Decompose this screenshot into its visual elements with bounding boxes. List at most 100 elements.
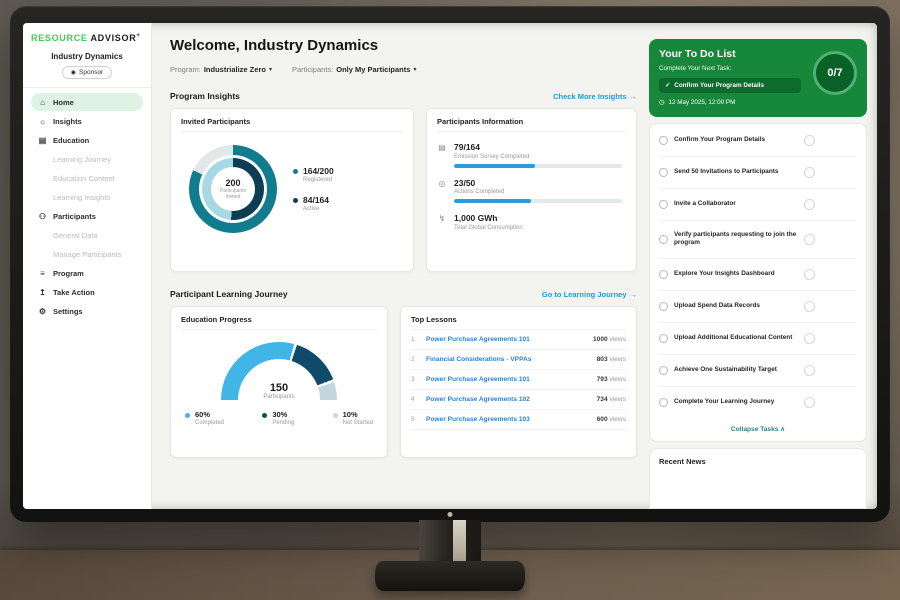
task-checkbox[interactable] xyxy=(659,269,668,279)
sidebar-item[interactable]: Education Content xyxy=(31,169,143,187)
legend-value: 164/200 xyxy=(303,166,334,176)
sidebar-item[interactable]: ▤ Education xyxy=(31,131,143,149)
section-title: Program Insights xyxy=(170,91,240,101)
due-date: 12 May 2025, 12:00 PM xyxy=(668,99,736,106)
chevron-right-icon[interactable] xyxy=(804,300,815,312)
lesson-link[interactable]: Power Purchase Agreements 101 xyxy=(426,336,530,343)
legend-item: 30% Pending xyxy=(262,410,294,426)
sidebar-item[interactable]: ⚇ Participants xyxy=(31,207,143,225)
legend-dot xyxy=(332,412,338,418)
sidebar-item-label: Learning Insights xyxy=(53,192,111,202)
collapse-tasks-button[interactable]: Collapse Tasks ∧ xyxy=(730,425,786,433)
donut-center-label: Participants Invited xyxy=(219,187,247,200)
sidebar-item[interactable]: Learning Journey xyxy=(31,150,143,168)
chevron-right-icon[interactable] xyxy=(804,135,815,146)
chevron-right-icon[interactable] xyxy=(804,167,815,178)
go-to-learning-journey-link[interactable]: Go to Learning Journey → xyxy=(541,289,637,299)
sidebar-item-icon: ▤ xyxy=(38,135,47,145)
lesson-link[interactable]: Power Purchase Agreements 101 xyxy=(426,376,530,383)
todo-subtitle: Complete Your Next Task: xyxy=(659,65,732,72)
filter-dropdown[interactable]: Program: Industrialize Zero ▾ xyxy=(170,65,272,74)
sidebar-item[interactable]: ⌂ Home xyxy=(31,93,143,111)
task-label: Achieve One Sustainability Target xyxy=(674,365,777,373)
education-legend: 60% Completed 30% Pending xyxy=(181,410,377,426)
program-insights-header: Program Insights Check More Insights → xyxy=(170,91,637,101)
learning-cards-row: Education Progress 150 Participants xyxy=(170,306,637,458)
task-checkbox[interactable] xyxy=(659,200,668,209)
recent-news-card: Recent News xyxy=(649,447,867,509)
chevron-right-icon[interactable] xyxy=(804,332,815,344)
info-row: ↯ 1,000 GWh Total Global Consumption xyxy=(437,213,626,231)
legend-dot xyxy=(262,412,268,418)
lesson-link[interactable]: Power Purchase Agreements 103 xyxy=(426,416,530,423)
lessons-list: 1 Power Purchase Agreements 101 1000 vie… xyxy=(411,330,626,430)
app-logo: RESOURCE ADVISOR+ xyxy=(31,33,143,43)
sidebar-item-icon: ⌂ xyxy=(40,97,45,107)
task-checkbox[interactable] xyxy=(659,168,668,177)
chevron-right-icon[interactable] xyxy=(804,233,815,245)
legend-label: Not Started xyxy=(342,420,373,426)
chevron-right-icon[interactable] xyxy=(804,199,815,210)
invited-participants-card: Invited Participants 200 Participants In… xyxy=(170,108,414,272)
progress-bar xyxy=(454,163,622,168)
legend-dot xyxy=(185,412,190,418)
lesson-link[interactable]: Financial Considerations - VPPAs xyxy=(426,356,532,363)
task-checkbox[interactable] xyxy=(659,301,668,311)
top-lessons-card: Top Lessons 1 Power Purchase Agreements … xyxy=(400,306,637,458)
sidebar-item[interactable]: ≡ Program xyxy=(31,264,143,282)
sidebar-item[interactable]: Manage Participants xyxy=(31,245,143,263)
invited-legend: 164/200 Registered 84/164 xyxy=(293,166,334,212)
todo-title: Your To Do List xyxy=(659,48,736,60)
sidebar-item-label: Home xyxy=(53,97,74,107)
task-checkbox[interactable] xyxy=(659,136,668,145)
task-row[interactable]: Explore Your Insights Dashboard xyxy=(659,259,857,291)
progress-bar-fill xyxy=(454,199,532,203)
task-checkbox[interactable] xyxy=(659,234,668,244)
arrow-right-icon: → xyxy=(629,91,638,101)
sidebar-item[interactable]: General Data xyxy=(31,226,143,244)
lesson-link[interactable]: Power Purchase Agreements 102 xyxy=(426,396,530,403)
todo-task-list-card: Confirm Your Program Details Send 50 Inv… xyxy=(649,123,867,442)
task-row[interactable]: Confirm Your Program Details xyxy=(659,125,857,157)
info-row: ◎ 23/50 Actions Completed xyxy=(437,178,626,203)
legend-item: 10% Not Started xyxy=(332,410,373,426)
sidebar-nav: ⌂ Home ☼ Insights ▤ Education xyxy=(31,92,143,321)
filter-dropdown[interactable]: Participants: Only My Participants ▾ xyxy=(292,65,416,74)
info-value: 1,000 GWh xyxy=(454,213,498,223)
todo-task-list: Confirm Your Program Details Send 50 Inv… xyxy=(659,125,857,418)
next-task-chip[interactable]: ✓ Confirm Your Program Details xyxy=(659,78,801,93)
sidebar-item[interactable]: ⚙ Settings xyxy=(31,302,143,320)
monitor-power-led xyxy=(447,512,453,517)
task-label: Confirm Your Program Details xyxy=(674,136,766,144)
sidebar-item[interactable]: ☼ Insights xyxy=(31,112,143,130)
task-row[interactable]: Achieve One Sustainability Target xyxy=(659,355,857,387)
sidebar-item-label: General Data xyxy=(53,230,98,240)
filter-bar: Program: Industrialize Zero ▾ Participan… xyxy=(170,65,637,74)
check-more-insights-link[interactable]: Check More Insights → xyxy=(553,91,638,101)
task-row[interactable]: Send 50 Invitations to Participants xyxy=(659,157,857,189)
task-row[interactable]: Upload Additional Educational Content xyxy=(659,323,857,355)
legend-label: Pending xyxy=(272,420,295,426)
sidebar-item[interactable]: ↥ Take Action xyxy=(31,283,143,301)
task-checkbox[interactable] xyxy=(659,397,668,407)
task-checkbox[interactable] xyxy=(659,333,668,343)
chevron-right-icon[interactable] xyxy=(804,364,815,376)
app-window: RESOURCE ADVISOR+ Industry Dynamics ◉ Sp… xyxy=(23,23,877,509)
monitor-stand-base xyxy=(375,561,525,591)
sidebar-divider xyxy=(23,87,151,88)
chevron-right-icon[interactable] xyxy=(804,396,815,408)
lesson-views: 600 views xyxy=(596,416,626,423)
chevron-right-icon[interactable] xyxy=(804,268,815,280)
sidebar-item-icon: ↥ xyxy=(39,287,46,297)
legend-percent: 60% xyxy=(195,410,211,419)
insights-cards-row: Invited Participants 200 Participants In… xyxy=(170,108,637,272)
task-row[interactable]: Complete Your Learning Journey xyxy=(659,387,857,418)
task-row[interactable]: Verify participants requesting to join t… xyxy=(659,221,857,259)
task-row[interactable]: Upload Spend Data Records xyxy=(659,291,857,323)
task-checkbox[interactable] xyxy=(659,365,668,375)
sidebar-item[interactable]: Learning Insights xyxy=(31,188,143,206)
card-title: Invited Participants xyxy=(181,117,403,132)
task-row[interactable]: Invite a Collaborator xyxy=(659,189,857,221)
gauge-center-value: 150 xyxy=(269,382,289,394)
